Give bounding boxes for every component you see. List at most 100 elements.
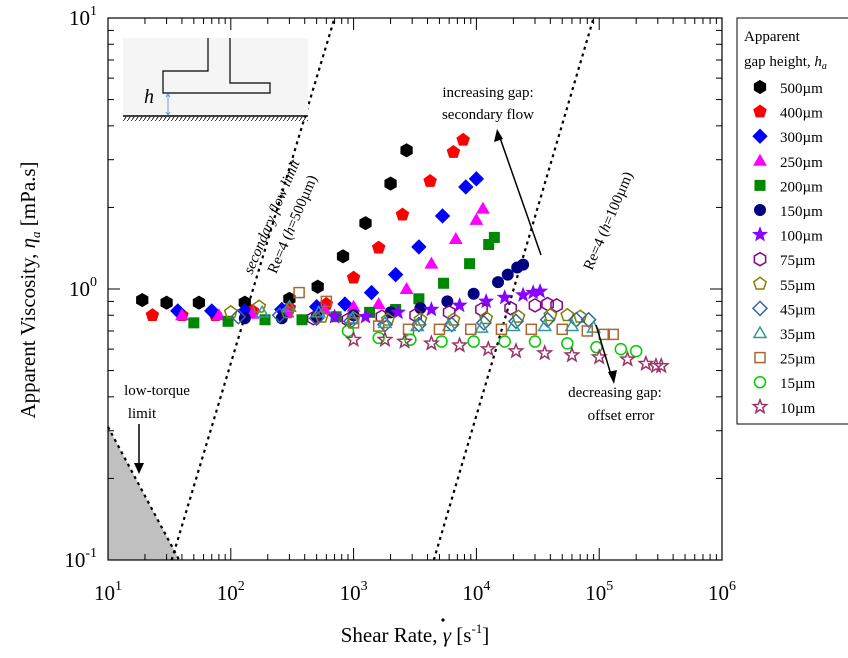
data-point bbox=[456, 132, 470, 146]
legend-label: 100µm bbox=[780, 229, 823, 245]
data-point bbox=[363, 284, 380, 301]
low-torque-label-2: limit bbox=[128, 406, 157, 422]
data-point bbox=[424, 256, 439, 269]
decreasing-gap-label-2: offset error bbox=[588, 408, 655, 424]
data-point bbox=[413, 293, 425, 305]
legend-marker bbox=[751, 226, 769, 242]
legend-label: 55µm bbox=[780, 278, 816, 294]
legend-label: 35µm bbox=[780, 327, 816, 343]
data-point bbox=[136, 293, 149, 308]
legend: Apparent gap height, ha 500µm 400µm 300µm 2… bbox=[736, 17, 848, 425]
data-point bbox=[192, 295, 206, 310]
data-point bbox=[336, 249, 350, 264]
data-point bbox=[517, 258, 530, 271]
inset-h-label: h bbox=[144, 86, 154, 108]
series-55µm bbox=[223, 299, 588, 326]
data-markers bbox=[136, 132, 670, 374]
data-point bbox=[560, 307, 575, 322]
svg-text:Re=4 (h=100µm): Re=4 (h=100µm) bbox=[581, 170, 637, 273]
data-point bbox=[581, 325, 594, 337]
x-tick-label: 104 bbox=[462, 579, 490, 605]
x-tick-label: 102 bbox=[217, 579, 245, 605]
data-point bbox=[372, 331, 385, 345]
data-point bbox=[515, 286, 532, 302]
legend-marker bbox=[753, 104, 767, 118]
data-point bbox=[380, 312, 395, 326]
data-point bbox=[629, 344, 643, 358]
legend-label: 250µm bbox=[780, 155, 823, 171]
data-point bbox=[326, 308, 343, 324]
data-point bbox=[346, 310, 361, 325]
data-point bbox=[311, 304, 327, 318]
data-point bbox=[467, 287, 480, 300]
data-point bbox=[443, 316, 460, 333]
data-point bbox=[465, 323, 477, 336]
data-point bbox=[475, 302, 488, 317]
data-point bbox=[175, 308, 189, 321]
legend-marker bbox=[754, 179, 766, 191]
data-point bbox=[504, 300, 518, 316]
legend-label: 300µm bbox=[780, 130, 823, 146]
data-point bbox=[539, 311, 556, 328]
legend-label: 150µm bbox=[780, 204, 823, 220]
data-point bbox=[475, 201, 490, 214]
data-point bbox=[306, 310, 320, 326]
data-point bbox=[478, 292, 495, 309]
data-point bbox=[647, 356, 665, 374]
low-torque-label-1: low-torque bbox=[124, 383, 190, 399]
data-point bbox=[395, 207, 410, 221]
data-point bbox=[446, 144, 461, 158]
data-point bbox=[556, 323, 568, 336]
data-point bbox=[506, 318, 521, 332]
legend-label: 15µm bbox=[780, 376, 816, 392]
legend-marker bbox=[753, 375, 767, 389]
x-tick-label: 103 bbox=[340, 579, 368, 605]
legend-label: 25µm bbox=[780, 352, 816, 368]
legend-label: 45µm bbox=[780, 302, 816, 318]
y-tick-label: 100 bbox=[69, 275, 97, 301]
data-point bbox=[564, 318, 580, 332]
data-point bbox=[282, 299, 297, 312]
data-point bbox=[637, 354, 655, 372]
data-point bbox=[469, 212, 484, 225]
series-200µm bbox=[188, 231, 500, 329]
x-axis-gamma-dot bbox=[441, 618, 445, 622]
data-point bbox=[371, 297, 386, 310]
series-25µm bbox=[293, 286, 619, 341]
data-point bbox=[614, 342, 628, 356]
secondary-flow-label: secondary flow limit Re=4 (h=500µm) bbox=[241, 157, 321, 277]
data-point bbox=[314, 309, 329, 323]
data-point bbox=[254, 304, 270, 318]
legend-marker bbox=[754, 204, 766, 216]
data-point bbox=[495, 323, 508, 336]
data-point bbox=[347, 317, 360, 329]
data-point bbox=[590, 348, 608, 365]
data-point bbox=[346, 270, 361, 284]
data-point bbox=[590, 340, 603, 354]
data-point bbox=[423, 174, 437, 187]
data-point bbox=[372, 320, 385, 332]
series-400µm bbox=[145, 132, 470, 322]
legend-marker bbox=[753, 251, 767, 267]
legend-label: 200µm bbox=[780, 179, 823, 195]
x-axis-title: Shear Rate, γ [s-1] bbox=[341, 621, 490, 647]
decreasing-gap-label-1: decreasing gap: bbox=[568, 385, 662, 401]
legend-marker bbox=[753, 79, 767, 95]
increasing-gap-label-2: secondary flow bbox=[442, 107, 534, 123]
data-point bbox=[395, 332, 414, 349]
low-torque-arrow bbox=[134, 424, 144, 474]
rheometer-inset: h bbox=[123, 38, 308, 121]
data-point bbox=[501, 268, 514, 281]
legend-marker bbox=[754, 351, 766, 364]
data-point bbox=[344, 330, 363, 348]
data-point bbox=[390, 303, 407, 320]
data-point bbox=[230, 308, 247, 325]
data-point bbox=[488, 231, 500, 243]
data-point bbox=[532, 282, 549, 299]
increasing-gap-arrow bbox=[494, 129, 542, 256]
data-point bbox=[468, 171, 485, 187]
data-point bbox=[337, 296, 353, 312]
data-point bbox=[464, 258, 476, 270]
data-point bbox=[293, 286, 305, 299]
